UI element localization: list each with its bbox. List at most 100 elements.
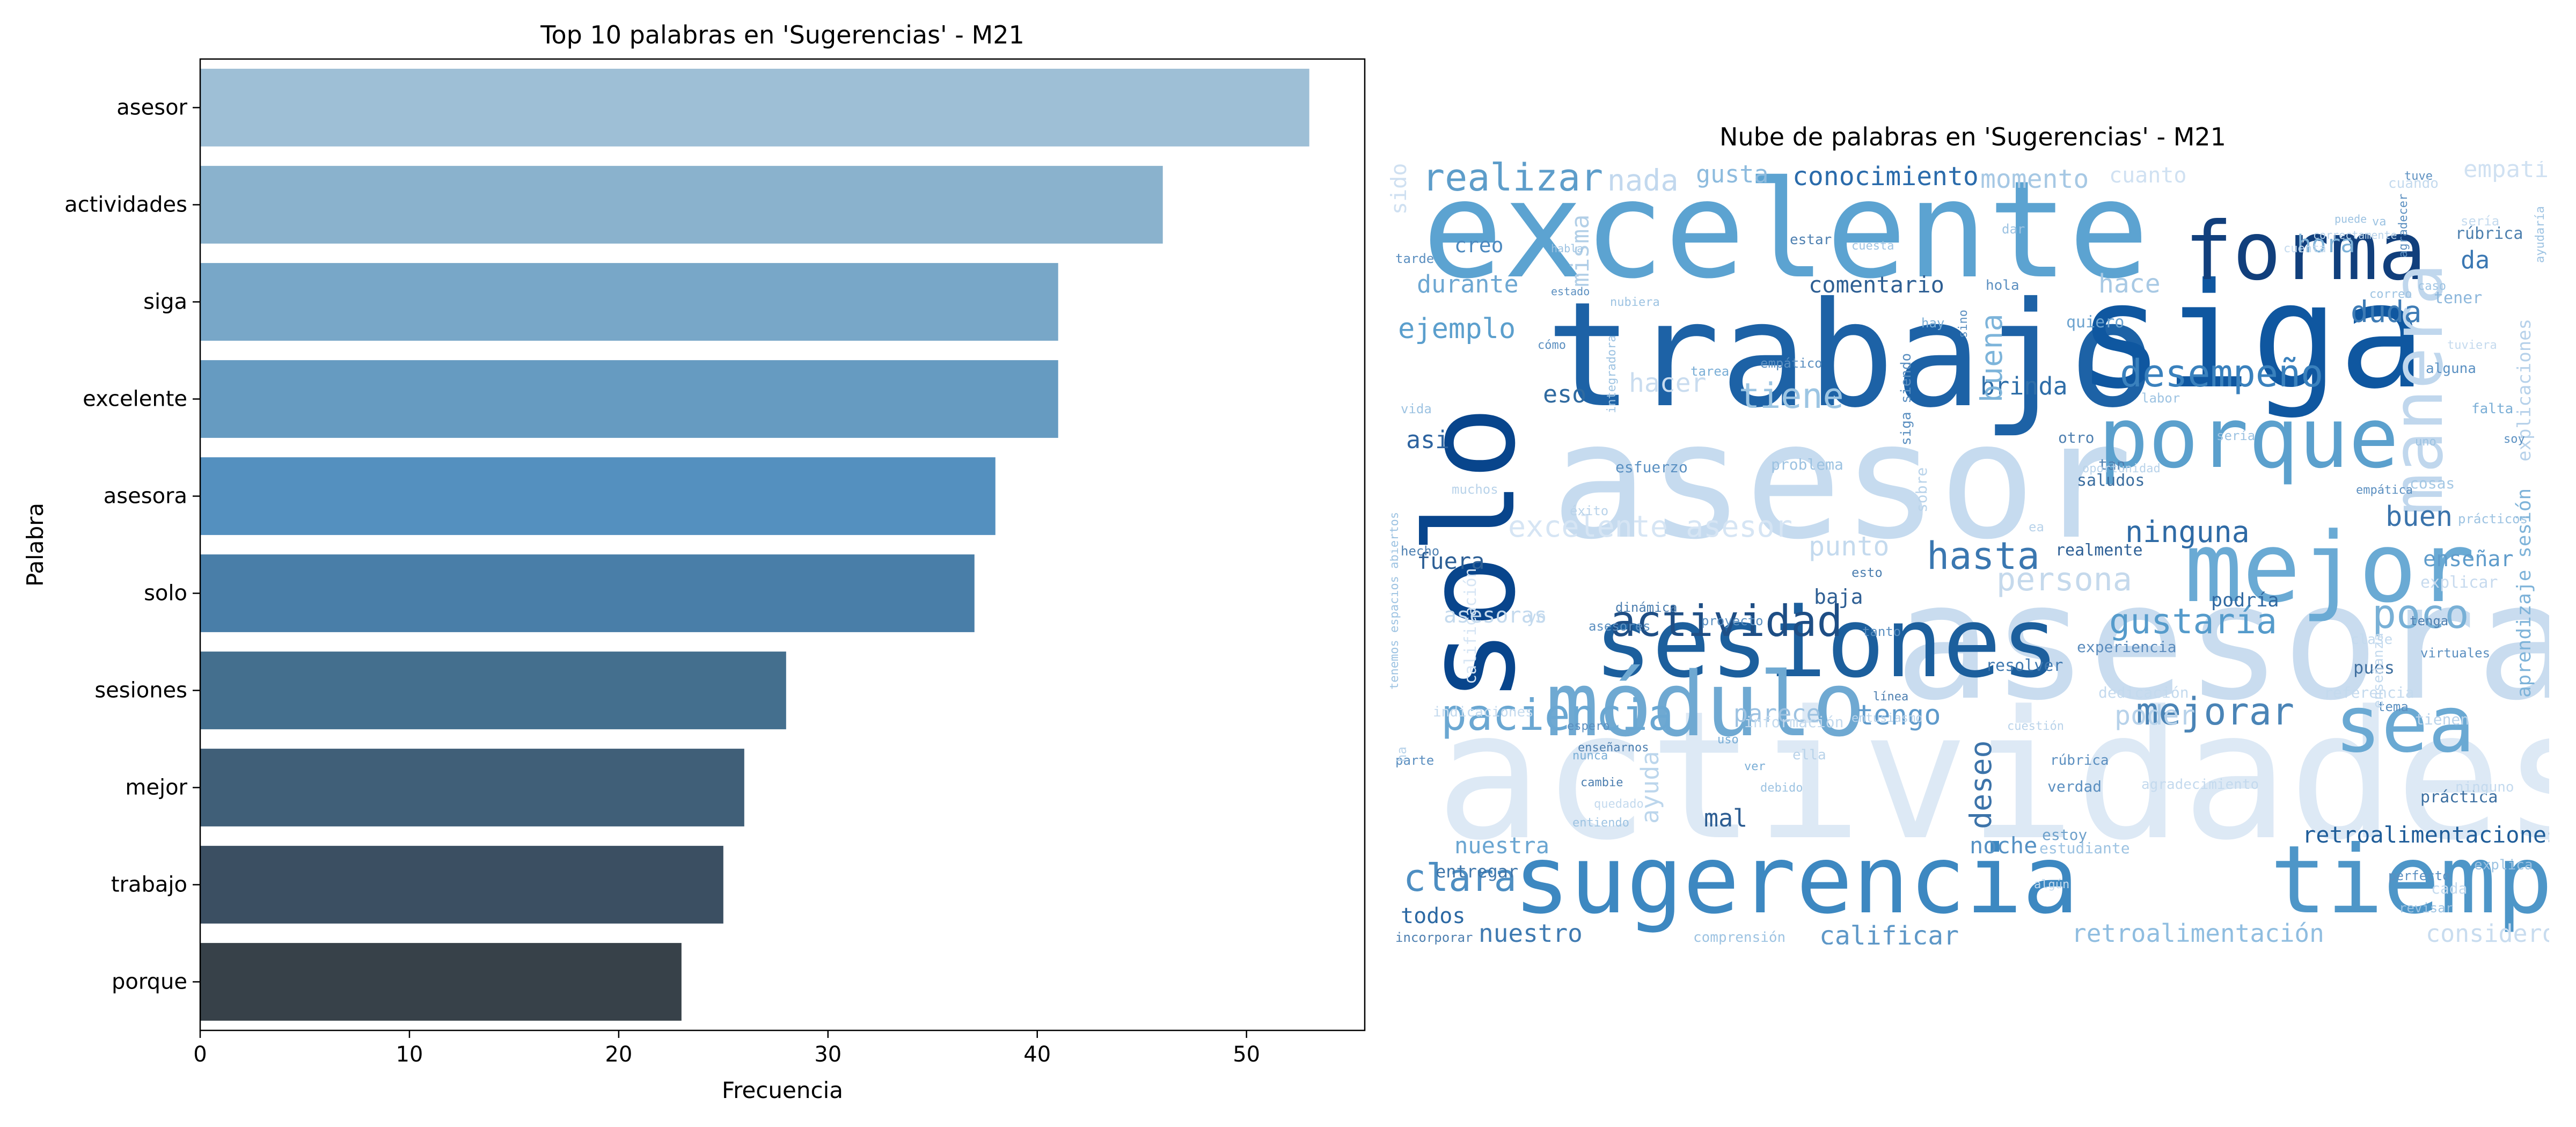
wordcloud-word: estudiante	[2039, 839, 2130, 857]
wordcloud-word: muchos	[1452, 482, 1498, 497]
wordcloud-word: soy	[2504, 433, 2525, 446]
y-tick-label: siga	[143, 290, 187, 314]
wordcloud-word: labor	[2141, 391, 2180, 406]
wordcloud-word: tenga	[2410, 613, 2448, 628]
wordcloud-word: hecho	[1401, 544, 1439, 559]
wordcloud-word: espero	[1567, 720, 1609, 733]
wordcloud-word: perfecto	[2388, 868, 2450, 883]
wordcloud-word: cada	[2431, 880, 2467, 897]
y-tick-label: actividades	[64, 193, 187, 217]
x-tick-label: 40	[1023, 1042, 1051, 1067]
wordcloud-word: hay	[1921, 316, 1944, 331]
wordcloud-word: cuanto	[2109, 163, 2187, 188]
wordcloud-word: sobre	[1913, 467, 1930, 513]
wordcloud-word: sido	[1390, 163, 1411, 215]
wordcloud-word: hola	[1986, 277, 2019, 294]
wordcloud-word: persona	[1996, 561, 2132, 598]
wordcloud-word: tanto	[1862, 624, 1901, 639]
wordcloud-word: clase	[2351, 632, 2392, 648]
bar-asesor	[200, 69, 1309, 147]
wordcloud-word: asesor	[1551, 387, 2133, 575]
wordcloud-word: entregar	[1436, 861, 1518, 882]
wordcloud-word: enseñanza	[2370, 633, 2387, 708]
wordcloud-word: práctica	[2420, 788, 2498, 807]
wordcloud-word: buen	[2385, 501, 2453, 533]
wordcloud-word: aprendizaje sesión	[2513, 488, 2535, 698]
bar-siga	[200, 263, 1058, 341]
x-tick-label: 0	[193, 1042, 207, 1067]
y-tick-label: mejor	[125, 775, 187, 800]
wordcloud-word: asi	[1406, 426, 1450, 454]
wordcloud-word: noche	[1970, 832, 2037, 859]
wordcloud-word: da	[2461, 246, 2490, 274]
wordcloud-word: oportunidad	[2082, 462, 2161, 475]
wordcloud-word: éxito	[1570, 503, 1608, 518]
wordcloud-word: tenemos espacios abiertos	[1390, 512, 1401, 690]
wordcloud-word: tienen	[2415, 711, 2469, 728]
wordcloud-word: proyecto	[1701, 613, 1763, 628]
wordcloud-word: alguna	[2426, 361, 2476, 377]
wordcloud-word: creo	[1454, 233, 1504, 257]
wordcloud-word: poco	[2372, 590, 2469, 638]
wordcloud-word: tarea	[1690, 364, 1729, 379]
wordcloud-word: siga	[2077, 252, 2426, 421]
wordcloud-word: virtuales	[2420, 646, 2490, 661]
wordcloud-word: línea	[1873, 690, 1908, 704]
wordcloud-word: sugerencia	[1513, 826, 2079, 935]
wordcloud-word: incorporar	[1395, 930, 1473, 945]
wordcloud-word: excelente	[1422, 161, 2149, 308]
bar-chart: asesor actividades siga excelente asesora sol…	[22, 58, 1366, 1103]
bar-porque	[200, 943, 682, 1021]
wordcloud-word: eso	[1543, 380, 1586, 408]
x-tick-label: 50	[1233, 1042, 1260, 1067]
y-tick-label: asesor	[116, 96, 187, 120]
wordcloud-word: comentario	[1809, 272, 1944, 298]
wordcloud-word: ella	[1792, 747, 1826, 763]
wordcloud-word: podría	[2211, 590, 2279, 611]
wordcloud-word: parece	[1733, 699, 1821, 728]
wordcloud-word: mejorar	[2136, 690, 2294, 734]
wordcloud-word: asesora	[1894, 548, 2549, 736]
wordcloud-word: ha	[1394, 747, 1409, 762]
wordcloud-area: actividades asesor asesora excelente trabajo…	[1390, 161, 2549, 945]
wordcloud-word: excelente asesor	[1508, 509, 1792, 544]
wordcloud-word: problema	[1771, 456, 1843, 473]
wordcloud-word: considero	[2426, 919, 2549, 945]
wordcloud-word: realizar	[1422, 161, 1603, 200]
wordcloud-word: baja	[1814, 585, 1863, 609]
wordcloud-word: parte	[1395, 753, 1434, 768]
wordcloud-word: sería	[2461, 214, 2499, 229]
wordcloud-word: duda	[2351, 295, 2421, 329]
wordcloud-word: prácticos	[2458, 511, 2528, 526]
wordcloud-word: deseo	[1964, 740, 1998, 829]
x-axis-label: Frecuencia	[722, 1077, 843, 1103]
wordcloud-word: siga siendo	[1898, 353, 1914, 445]
wordcloud-word: agradecimiento	[2141, 777, 2259, 793]
wordcloud-word: misma	[1566, 215, 1594, 287]
wordcloud-word: calificación	[1461, 568, 1480, 684]
wordcloud-word: buena	[1974, 313, 2009, 402]
wordcloud-word: rúbrica	[2050, 752, 2109, 769]
wordcloud-word: agradecer	[2397, 194, 2410, 258]
wordcloud-word: manera	[2377, 263, 2458, 515]
bar-solo	[200, 554, 975, 632]
wordcloud-word: tarde	[1395, 251, 1434, 266]
wordcloud-word: explica	[2474, 857, 2533, 873]
y-tick-label: porque	[112, 970, 187, 994]
wordcloud-word: punto	[1809, 531, 1890, 562]
wordcloud-word: fuera	[1417, 548, 1484, 574]
wordcloud-word: quedado	[1594, 797, 1644, 811]
wordcloud-word: durante	[1417, 270, 1519, 298]
wordcloud-word: cuesta	[1851, 239, 1894, 253]
wordcloud-word: desempeño	[2120, 352, 2323, 396]
wordcloud-word: forma	[2184, 205, 2427, 298]
wordcloud-word: nuestro	[1479, 919, 1583, 945]
wordcloud-word: indicaciones	[1433, 704, 1534, 720]
wordcloud-word: correo	[2369, 288, 2412, 301]
bar-actividades	[200, 166, 1163, 244]
wordcloud-word: porque	[2098, 390, 2399, 487]
y-tick-label: asesora	[104, 484, 187, 509]
wordcloud-word: asesoras	[1444, 603, 1547, 628]
